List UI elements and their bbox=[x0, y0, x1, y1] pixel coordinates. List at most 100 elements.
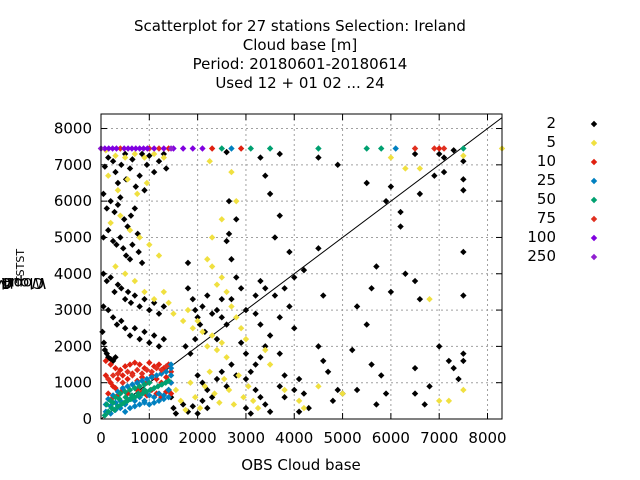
data-point-2 bbox=[136, 303, 143, 310]
data-point-2 bbox=[286, 248, 293, 256]
title-line-3: Period: 20180601-20180614 bbox=[192, 55, 408, 73]
data-point-10 bbox=[114, 375, 122, 383]
data-point-5 bbox=[242, 335, 250, 343]
data-point-10 bbox=[121, 363, 129, 370]
data-point-2 bbox=[421, 401, 428, 408]
data-point-2 bbox=[225, 197, 233, 205]
data-point-2 bbox=[368, 285, 375, 292]
data-point-2 bbox=[237, 339, 245, 346]
data-point-25 bbox=[228, 145, 235, 152]
data-point-2 bbox=[252, 292, 259, 299]
x-tick-label: 5000 bbox=[323, 429, 361, 447]
data-point-50 bbox=[165, 377, 172, 385]
data-point-2 bbox=[257, 394, 264, 401]
data-point-2 bbox=[440, 168, 448, 176]
data-point-75 bbox=[119, 379, 126, 386]
data-point-2 bbox=[218, 314, 225, 321]
data-point-5 bbox=[315, 383, 322, 390]
data-point-2 bbox=[127, 212, 135, 219]
data-point-5 bbox=[136, 234, 143, 241]
data-point-10 bbox=[102, 357, 110, 365]
data-point-2 bbox=[387, 183, 395, 190]
data-point-50 bbox=[101, 412, 109, 419]
data-point-5 bbox=[206, 158, 213, 165]
data-point-2 bbox=[295, 375, 303, 383]
x-tick-label: 1000 bbox=[130, 429, 168, 447]
data-point-5 bbox=[208, 234, 216, 241]
data-point-10 bbox=[112, 384, 119, 392]
data-point-2 bbox=[146, 306, 153, 314]
data-point-25 bbox=[114, 388, 122, 395]
data-point-2 bbox=[131, 292, 139, 299]
data-point-5 bbox=[172, 386, 180, 394]
data-point-2 bbox=[271, 292, 279, 299]
data-point-2 bbox=[184, 285, 192, 292]
data-point-2 bbox=[262, 172, 269, 179]
data-point-50 bbox=[247, 145, 254, 152]
data-point-50 bbox=[109, 399, 117, 406]
data-point-5 bbox=[131, 277, 139, 285]
data-point-2 bbox=[353, 303, 361, 310]
data-point-2 bbox=[378, 372, 385, 379]
data-point-2 bbox=[460, 158, 467, 165]
data-point-2 bbox=[233, 216, 240, 223]
data-point-75 bbox=[117, 145, 124, 152]
data-point-2 bbox=[187, 350, 194, 357]
data-point-25 bbox=[146, 392, 153, 399]
data-point-5 bbox=[179, 317, 187, 325]
data-point-5 bbox=[218, 274, 225, 281]
data-point-2 bbox=[353, 386, 361, 394]
data-point-75 bbox=[155, 145, 163, 152]
data-point-25 bbox=[105, 395, 112, 403]
data-point-5 bbox=[121, 270, 129, 277]
data-point-2 bbox=[320, 292, 327, 299]
data-point-2 bbox=[204, 292, 211, 299]
data-point-5 bbox=[235, 372, 242, 379]
data-point-2 bbox=[281, 372, 288, 379]
data-point-2 bbox=[189, 403, 196, 410]
data-point-2 bbox=[363, 179, 370, 187]
data-point-50 bbox=[121, 388, 129, 395]
data-point-2 bbox=[242, 375, 250, 383]
data-point-2 bbox=[329, 397, 337, 405]
data-point-5 bbox=[339, 390, 346, 397]
data-point-2 bbox=[281, 394, 288, 401]
x-tick-label: 6000 bbox=[372, 429, 410, 447]
data-point-2 bbox=[305, 404, 312, 412]
data-point-5 bbox=[206, 368, 213, 375]
data-point-5 bbox=[112, 263, 119, 270]
data-point-10 bbox=[237, 145, 245, 152]
data-point-25 bbox=[392, 145, 399, 152]
data-point-2 bbox=[223, 148, 230, 156]
data-point-2 bbox=[262, 343, 269, 350]
data-point-50 bbox=[128, 392, 136, 399]
data-point-25 bbox=[153, 372, 160, 379]
data-points bbox=[97, 145, 506, 419]
data-point-5 bbox=[213, 281, 221, 288]
data-point-2 bbox=[208, 394, 216, 401]
data-point-2 bbox=[271, 234, 279, 241]
data-point-2 bbox=[450, 364, 457, 372]
data-point-2 bbox=[122, 252, 130, 259]
data-point-2 bbox=[257, 354, 264, 361]
data-point-5 bbox=[426, 295, 433, 303]
data-point-25 bbox=[167, 364, 175, 372]
data-point-2 bbox=[315, 154, 322, 161]
data-point-2 bbox=[141, 328, 148, 336]
data-point-2 bbox=[129, 241, 136, 248]
data-point-2 bbox=[101, 346, 109, 354]
data-point-2 bbox=[286, 303, 293, 310]
data-point-10 bbox=[136, 361, 143, 368]
data-point-10 bbox=[146, 359, 153, 366]
data-point-2 bbox=[460, 176, 467, 183]
legend-label-10: 10 bbox=[536, 152, 556, 170]
data-point-50 bbox=[141, 381, 148, 388]
y-label-sub2: TS bbox=[14, 255, 27, 270]
data-point-5 bbox=[218, 339, 225, 346]
data-point-10 bbox=[138, 374, 146, 381]
data-point-25 bbox=[146, 401, 153, 408]
axis-ticks: 0 1000 2000 3000 4000 5000 6000 7000 8000 0 1000 20… bbox=[54, 114, 507, 447]
data-point-75 bbox=[143, 366, 151, 374]
data-point-5 bbox=[245, 383, 252, 390]
data-point-2 bbox=[208, 310, 216, 317]
